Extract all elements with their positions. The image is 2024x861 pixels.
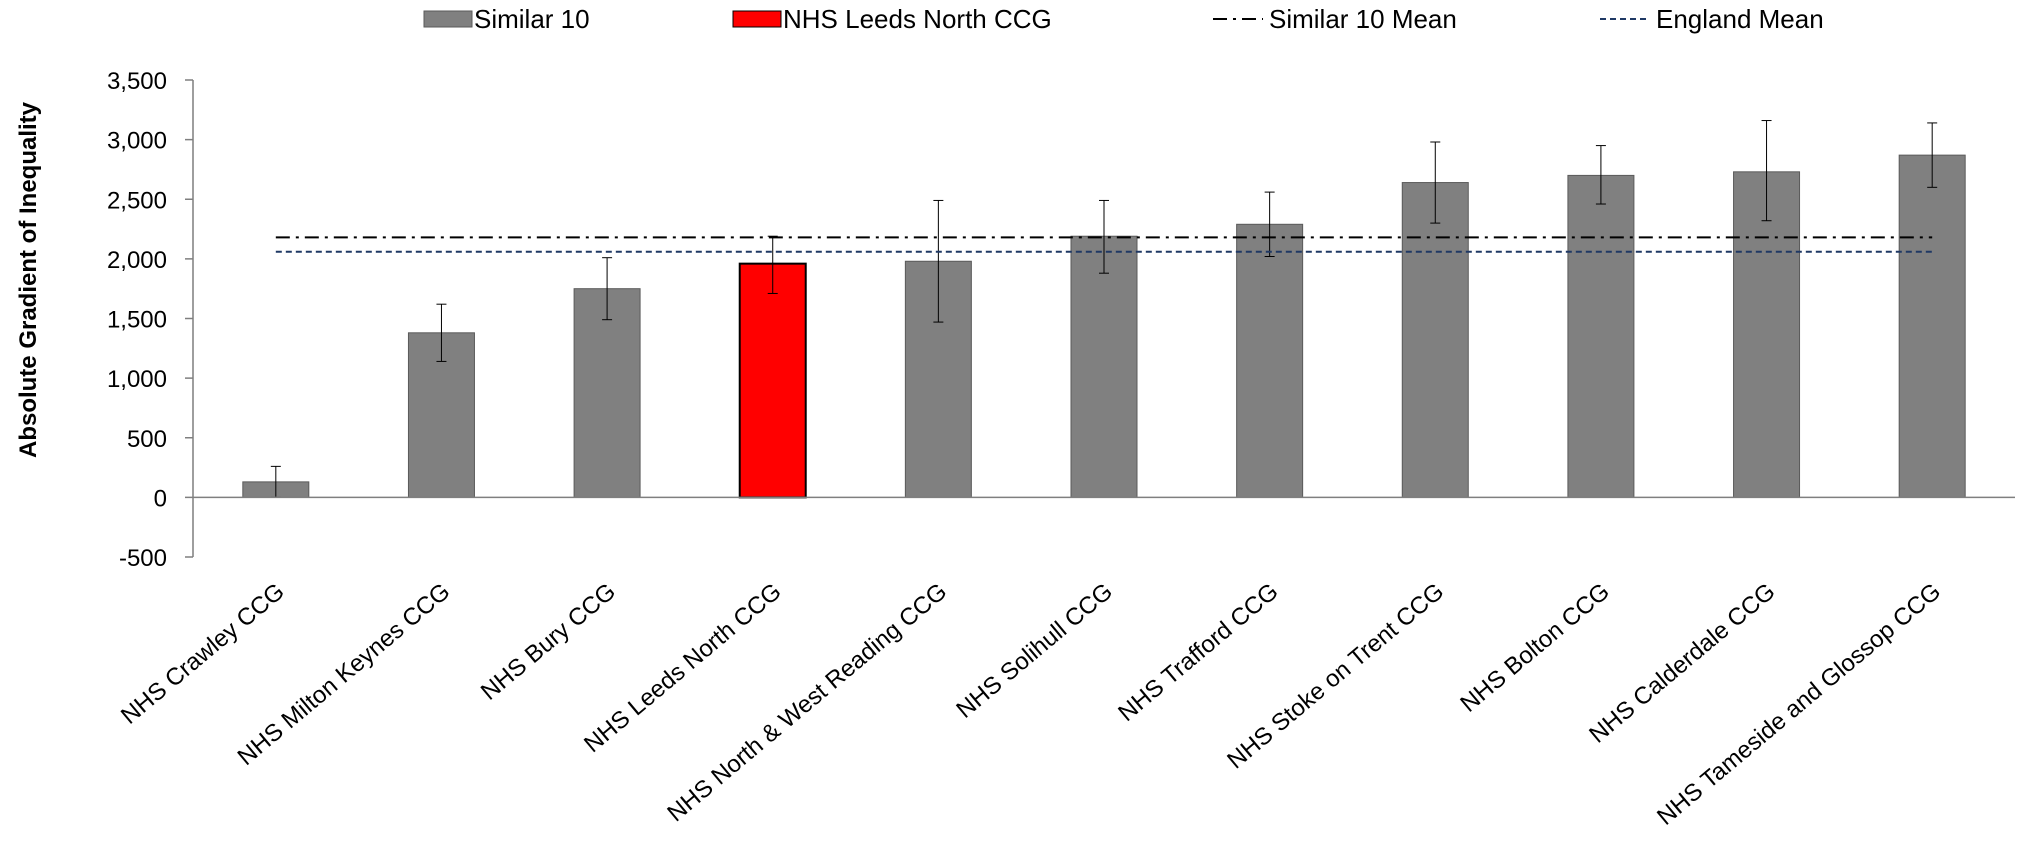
bar: [1401, 182, 1469, 498]
legend-label: Similar 10 Mean: [1269, 4, 1457, 34]
x-category-label: NHS Solihull CCG: [951, 578, 1118, 724]
x-category-label: NHS North & West Reading CCG: [662, 578, 952, 827]
reference-lines: [275, 236, 1933, 253]
x-category-label: NHS Crawley CCG: [116, 578, 290, 730]
bar: [1567, 174, 1635, 498]
legend-label: England Mean: [1656, 4, 1824, 34]
bar: [1236, 223, 1304, 498]
legend-label: NHS Leeds North CCG: [783, 4, 1052, 34]
y-tick-label: 2,500: [107, 187, 167, 214]
x-category-label: NHS Tameside and Glossop CCG: [1652, 578, 1946, 831]
y-tick-label: 500: [127, 426, 167, 453]
y-axis-title: Absolute Gradient of Inequality: [15, 101, 42, 458]
x-category-label: NHS Bury CCG: [476, 578, 621, 706]
y-tick-label: 2,000: [107, 247, 167, 274]
y-tick-label: 1,000: [107, 366, 167, 393]
y-tick-label: 1,500: [107, 307, 167, 334]
y-tick-label: 0: [154, 485, 167, 512]
x-category-label: NHS Calderdale CCG: [1584, 578, 1780, 749]
bar: [1898, 154, 1966, 498]
y-tick-label: 3,500: [107, 68, 167, 95]
legend-label: Similar 10: [474, 4, 590, 34]
bar: [1733, 171, 1801, 498]
legend: Similar 10 NHS Leeds North CCG Similar 10 …: [423, 4, 1824, 34]
x-category-label: NHS Bolton CCG: [1455, 578, 1614, 718]
bar-highlight: [738, 262, 807, 499]
legend-swatch-bar: [423, 10, 473, 28]
x-category-label: NHS Trafford CCG: [1113, 578, 1283, 727]
bars: [242, 154, 1966, 499]
y-tick-label: 3,000: [107, 128, 167, 155]
y-tick-label: -500: [119, 545, 167, 572]
bar: [1070, 235, 1138, 498]
legend-swatch-highlight: [732, 10, 782, 28]
y-axis: -500 0 500 1,000 1,500 2,000 2,500 3,000 3,500: [107, 68, 194, 572]
